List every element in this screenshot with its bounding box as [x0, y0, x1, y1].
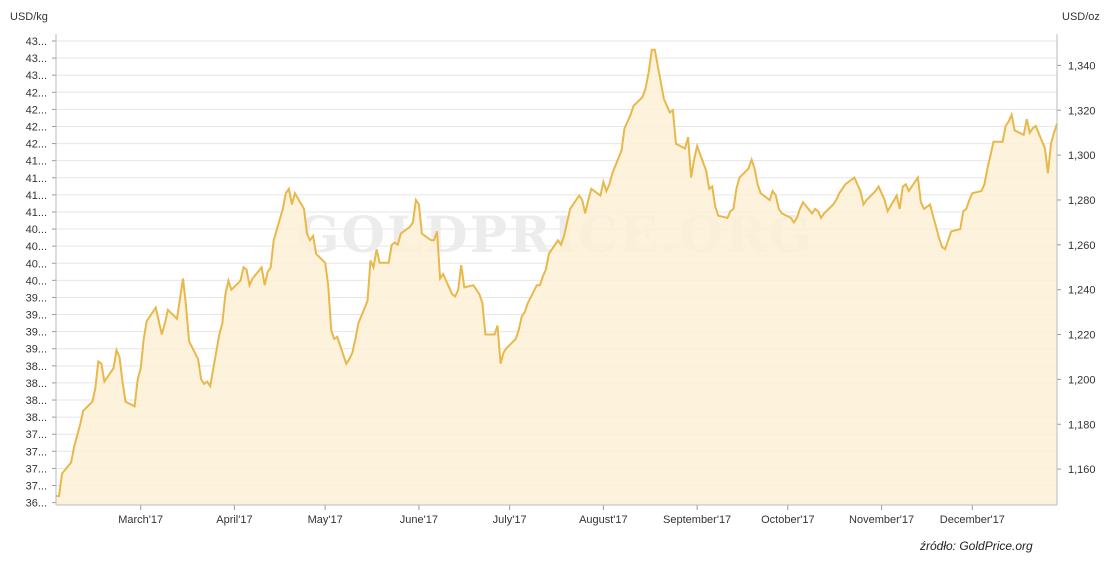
left-tick-label: 38...: [26, 361, 47, 373]
x-tick-label: October'17: [761, 514, 814, 526]
left-tick-label: 40...: [26, 258, 47, 270]
right-tick-label: 1,320: [1068, 105, 1096, 117]
left-tick-label: 42...: [26, 87, 47, 99]
source-note: źródło: GoldPrice.org: [920, 539, 1033, 553]
right-tick-label: 1,180: [1068, 419, 1096, 431]
left-tick-label: 37...: [26, 481, 47, 493]
left-tick-label: 41...: [26, 156, 47, 168]
right-tick-label: 1,300: [1068, 150, 1096, 162]
left-tick-label: 39...: [26, 327, 47, 339]
x-tick-label: June'17: [400, 514, 438, 526]
left-tick-label: 41...: [26, 173, 47, 185]
left-tick-label: 39...: [26, 310, 47, 322]
left-tick-label: 40...: [26, 275, 47, 287]
right-axis-unit: USD/oz: [1062, 11, 1100, 23]
left-tick-label: 43...: [26, 53, 47, 65]
left-tick-label: 43...: [26, 36, 47, 48]
left-tick-label: 39...: [26, 292, 47, 304]
price-area-fill: [56, 49, 1057, 505]
x-tick-label: September'17: [663, 514, 731, 526]
price-line: [56, 48, 1058, 497]
left-tick-label: 39...: [26, 344, 47, 356]
left-axis-tick-labels: 43... 43... 43... 42... 42... 42... 42... 41...…: [26, 36, 47, 510]
left-tick-label: 40...: [26, 224, 47, 236]
right-axis-tick-labels: 1,340 1,320 1,300 1,280 1,260 1,240 1,220 1,200…: [1068, 60, 1096, 476]
right-tick-label: 1,200: [1068, 374, 1096, 386]
right-tick-label: 1,160: [1068, 464, 1096, 476]
x-tick-label: November'17: [849, 514, 914, 526]
right-tick-label: 1,260: [1068, 240, 1096, 252]
left-tick-label: 36...: [26, 498, 47, 510]
left-tick-label: 37...: [26, 446, 47, 458]
x-tick-label: March'17: [118, 514, 163, 526]
left-tick-label: 41...: [26, 207, 47, 219]
left-tick-label: 43...: [26, 70, 47, 82]
left-tick-label: 42...: [26, 121, 47, 133]
x-axis-tick-labels: March'17 April'17 May'17 June'17 July'17 Augu…: [118, 514, 1005, 526]
right-tick-label: 1,240: [1068, 285, 1096, 297]
x-tick-label: April'17: [216, 514, 252, 526]
left-tick-label: 38...: [26, 378, 47, 390]
x-tick-label: July'17: [493, 514, 527, 526]
left-tick-label: 38...: [26, 412, 47, 424]
x-tick-label: May'17: [308, 514, 343, 526]
left-tick-label: 37...: [26, 429, 47, 441]
left-tick-label: 38...: [26, 395, 47, 407]
left-tick-label: 41...: [26, 190, 47, 202]
right-tick-label: 1,340: [1068, 60, 1096, 72]
left-tick-label: 40...: [26, 241, 47, 253]
right-tick-label: 1,280: [1068, 195, 1096, 207]
right-tick-label: 1,220: [1068, 330, 1096, 342]
plot-frame: [55, 34, 1058, 506]
left-tick-label: 42...: [26, 104, 47, 116]
left-tick-label: 37...: [26, 463, 47, 475]
left-axis-unit: USD/kg: [10, 11, 48, 23]
left-tick-label: 42...: [26, 139, 47, 151]
x-tick-label: December'17: [940, 514, 1005, 526]
x-tick-label: August'17: [579, 514, 628, 526]
